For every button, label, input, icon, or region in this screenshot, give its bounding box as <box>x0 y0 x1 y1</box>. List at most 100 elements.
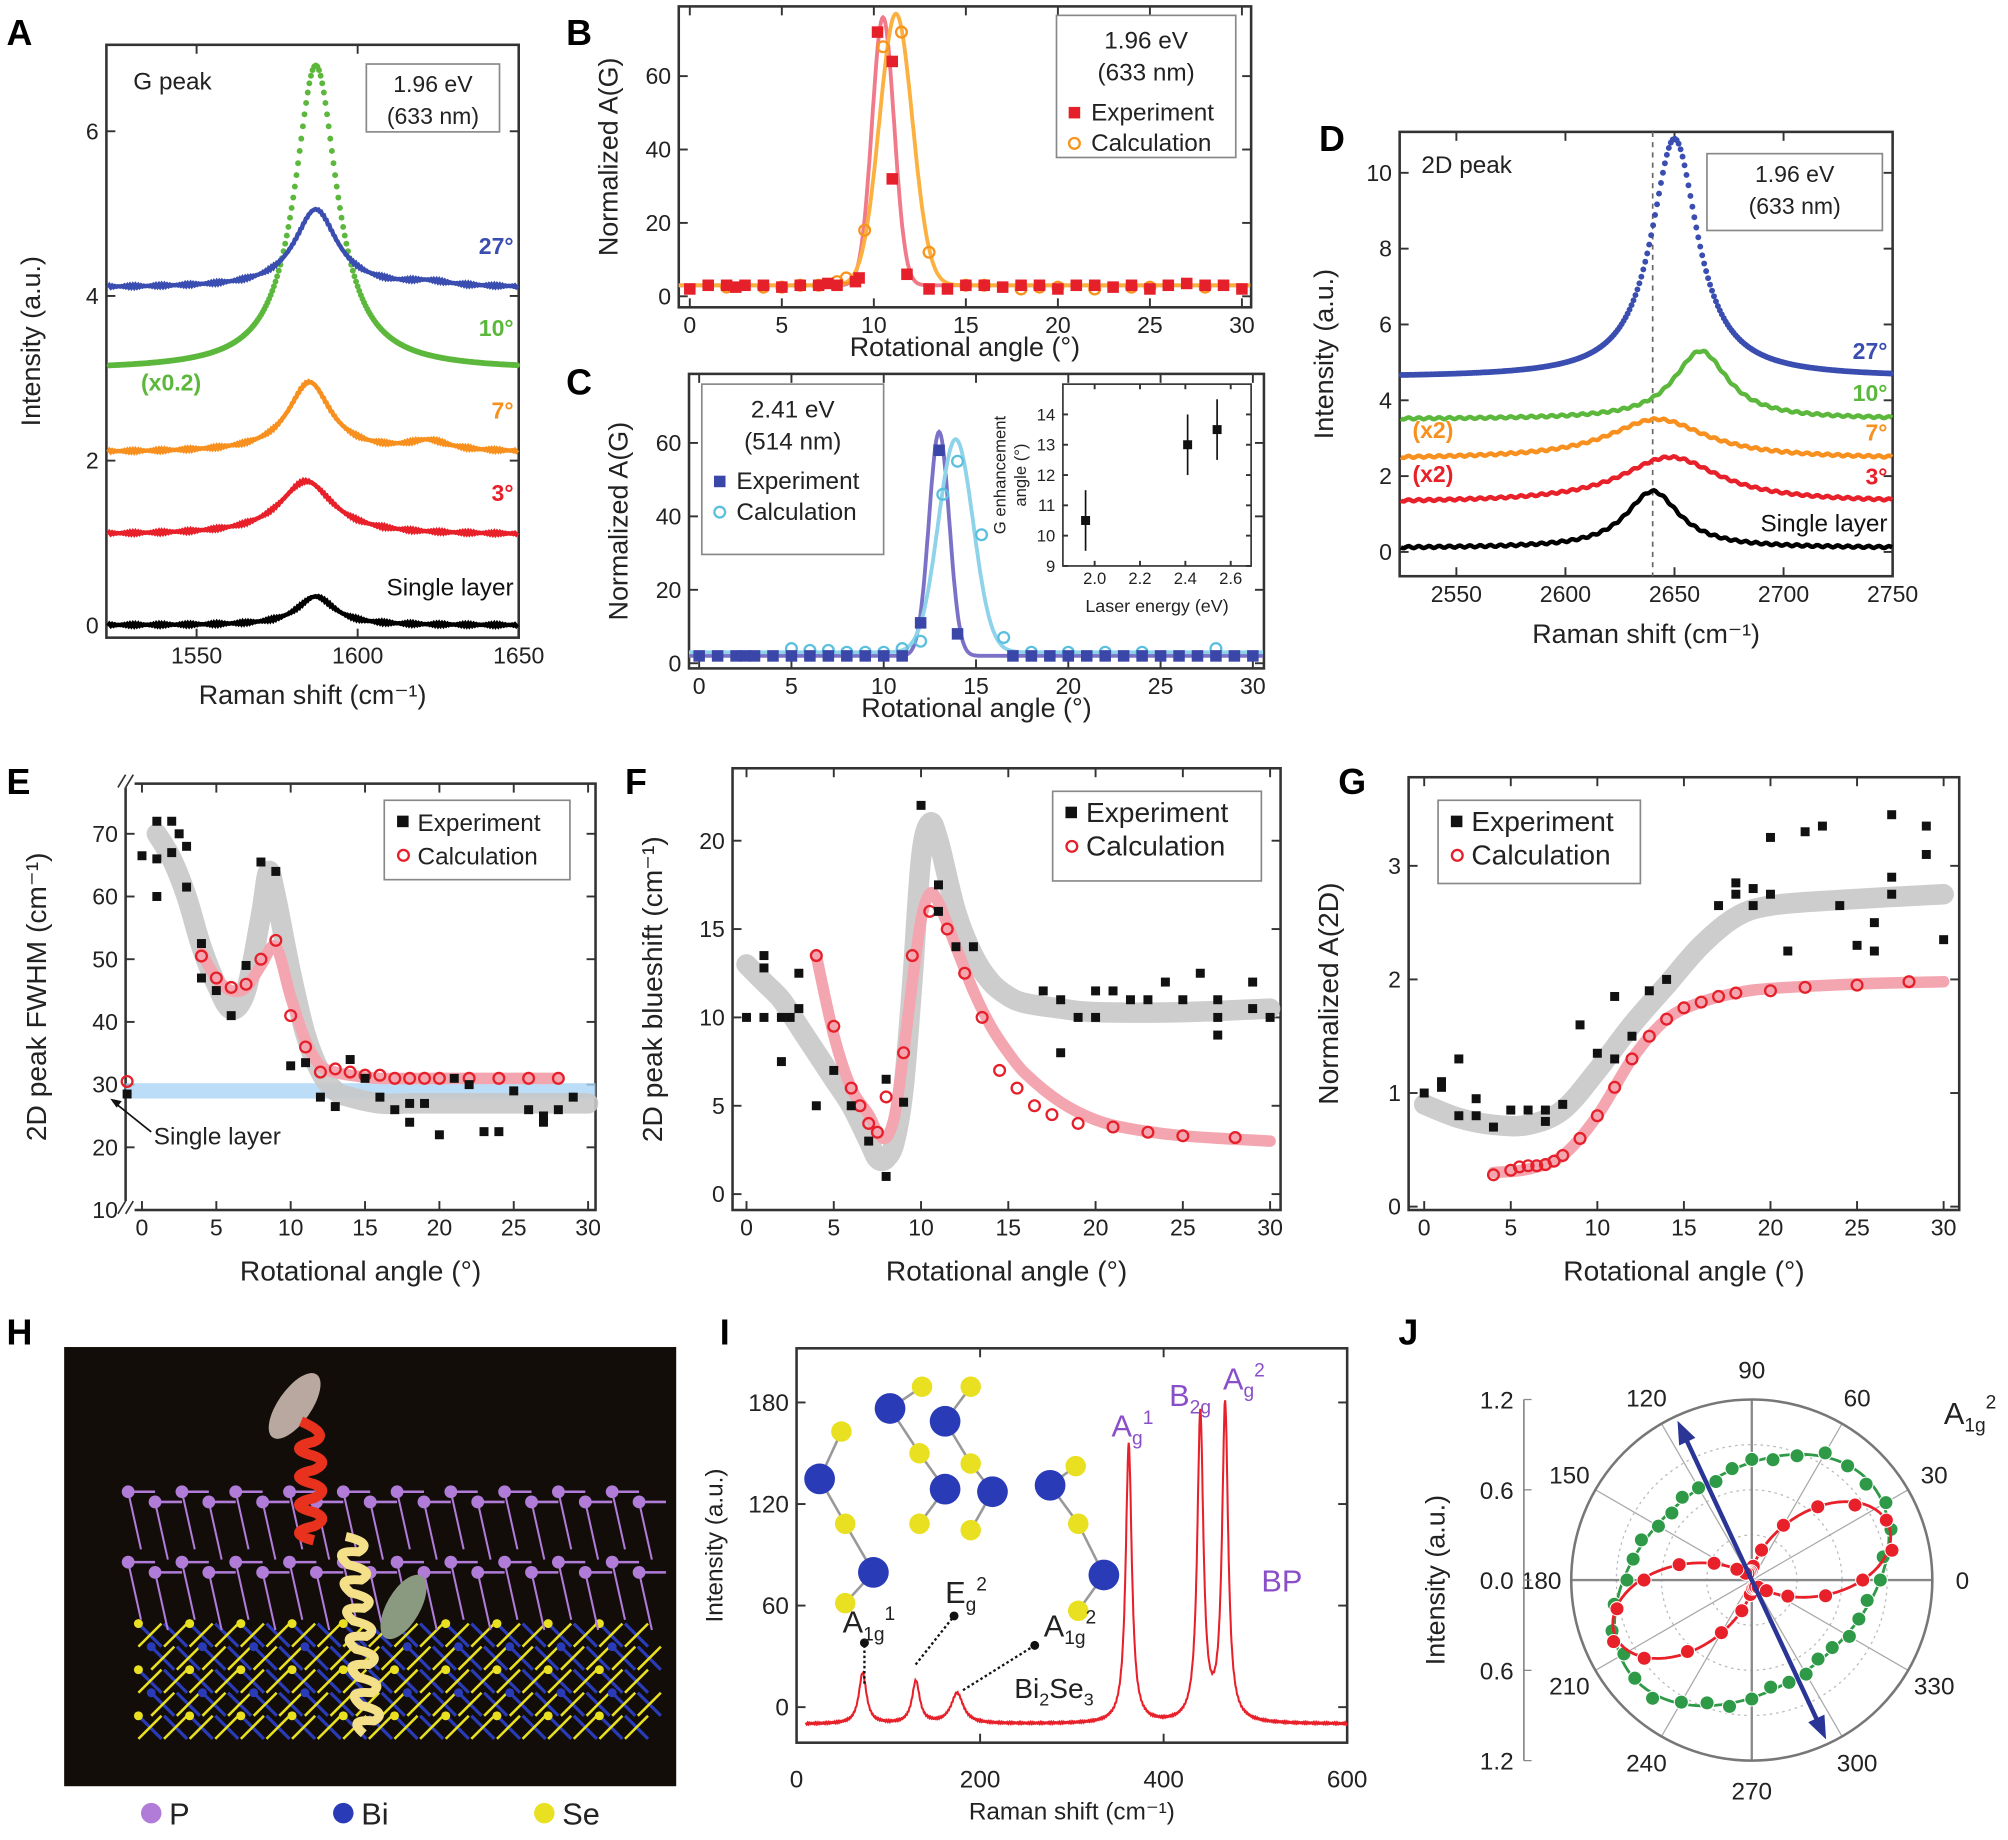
spectrum-point-4 <box>1707 281 1713 288</box>
calculation-point <box>239 977 253 991</box>
se-bond <box>598 1714 624 1740</box>
polar-point <box>1625 1551 1641 1567</box>
se-bond <box>444 1668 470 1694</box>
y-tick-label: 30 <box>92 1072 118 1098</box>
se-bond <box>316 1622 342 1648</box>
calculation-point <box>492 1071 506 1085</box>
spectrum-point-3 <box>272 278 279 285</box>
p-bond <box>584 1572 600 1631</box>
se-bond <box>393 1668 419 1694</box>
calculation-point <box>936 487 950 501</box>
polar-point <box>1674 1489 1690 1505</box>
x-tick-label: 20 <box>1758 1215 1784 1241</box>
se-bond <box>560 1691 585 1717</box>
p-atom <box>175 1555 189 1569</box>
experiment-point <box>1248 977 1258 987</box>
spectrum-point-3 <box>514 362 521 369</box>
experiment-point <box>1173 650 1185 662</box>
spectrum-point-3 <box>335 194 342 201</box>
experiment-point <box>196 973 206 983</box>
polar-point <box>1789 1448 1805 1464</box>
experiment-point <box>1887 872 1897 882</box>
series-label: 27° <box>479 233 514 259</box>
se-bond <box>342 1668 368 1694</box>
calculation-point <box>194 949 208 963</box>
spectrum-point-3 <box>283 232 290 239</box>
polar-point <box>1824 1640 1840 1656</box>
y-tick-label: 0 <box>86 612 99 638</box>
p-bond <box>476 1572 492 1631</box>
mode-label-sub: g <box>1132 1428 1143 1449</box>
experiment-point <box>1044 650 1056 662</box>
bi-atom <box>556 1688 566 1698</box>
mode-label: A1g2 <box>1044 1608 1097 1649</box>
spectrum-point-3 <box>336 204 343 211</box>
spectrum-point-4 <box>1679 153 1686 160</box>
angle-tick-label: 270 <box>1731 1779 1772 1806</box>
mode-label-sub: 2g <box>1190 1398 1211 1419</box>
spectrum-point-4 <box>1693 224 1700 231</box>
se-bond <box>470 1714 496 1740</box>
spectrum-point-3 <box>270 283 277 290</box>
experiment-point <box>539 1117 548 1127</box>
se-bond <box>316 1668 342 1694</box>
x-tick-label: 25 <box>1844 1215 1870 1241</box>
se-bond <box>239 1714 265 1740</box>
polar-point <box>1851 1611 1867 1627</box>
legend-calculation-marker <box>713 505 727 519</box>
spectrum-point-4 <box>1634 286 1641 293</box>
p-atom <box>256 1495 270 1509</box>
p-atom <box>202 1565 216 1579</box>
x-tick-label: 400 <box>1143 1767 1184 1794</box>
series-label: Single layer <box>1760 511 1887 538</box>
experiment-point <box>1869 946 1879 956</box>
se-bond <box>303 1645 329 1671</box>
calculation-point <box>1027 1099 1042 1113</box>
experiment-point <box>841 650 853 662</box>
panel-c-inset: 2.0 2.2 2.4 2.6 9 10 11 12 13 14 Laser energy (eV)… <box>990 383 1252 616</box>
experiment-point <box>568 1092 578 1102</box>
se-bond <box>227 1691 253 1717</box>
mode-label: Ag1 <box>1112 1408 1154 1449</box>
se-bond <box>188 1714 214 1740</box>
y-tick-label: 20 <box>656 577 682 603</box>
se-bond <box>419 1668 445 1694</box>
experiment-point <box>1056 1048 1066 1058</box>
experiment-point <box>711 650 724 662</box>
p-bond <box>234 1561 250 1620</box>
experiment-point <box>1454 1054 1464 1064</box>
x-tick-label: 30 <box>1931 1215 1957 1241</box>
p-bond <box>127 1561 142 1620</box>
y-axis-label: Normalized A(2D) <box>1313 883 1344 1105</box>
p-bond <box>476 1501 492 1560</box>
axis-break-mark <box>117 774 127 788</box>
spectrum-point-4 <box>1658 180 1664 186</box>
incident-photon-wave <box>293 1416 328 1546</box>
x-tick-label: 20 <box>1083 1215 1109 1241</box>
experiment-point <box>794 968 804 978</box>
experiment-point <box>776 1057 786 1067</box>
experiment-point <box>901 268 913 281</box>
calculation-point <box>1625 1052 1639 1066</box>
calculation-point <box>1176 1129 1190 1143</box>
experiment-point <box>182 882 192 892</box>
experiment-point <box>1471 1094 1481 1104</box>
spectrum-point-4 <box>1887 370 1894 377</box>
se-atom <box>236 1665 246 1675</box>
se-atom <box>338 1711 348 1721</box>
se-bond <box>201 1645 227 1671</box>
legend-box <box>365 63 501 133</box>
se-bond <box>547 1622 573 1648</box>
experiment-point <box>684 283 696 295</box>
p-atom <box>283 1555 296 1569</box>
se-bond <box>278 1691 304 1717</box>
bi-atom <box>505 1688 515 1698</box>
angle-tick-label: 150 <box>1549 1463 1590 1490</box>
x-tick-label: 2.0 <box>1083 569 1106 588</box>
experiment-point <box>1714 901 1724 911</box>
polar-point <box>1724 1461 1740 1477</box>
p-bond <box>530 1501 546 1560</box>
experiment-point <box>776 1012 786 1022</box>
mode-label: B2g <box>1169 1378 1211 1419</box>
se-bond <box>521 1622 547 1648</box>
